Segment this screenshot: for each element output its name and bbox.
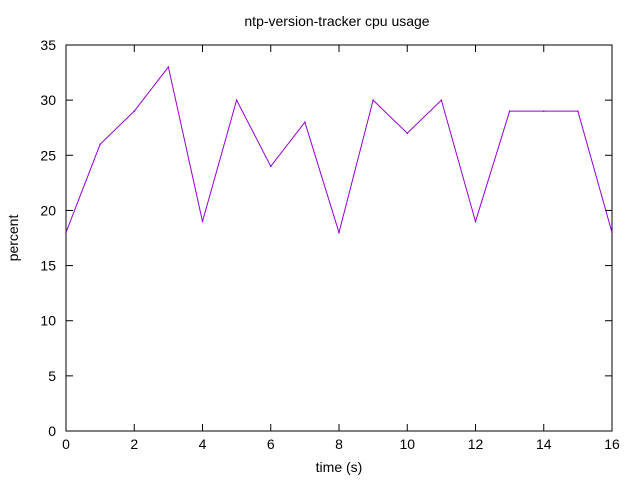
x-tick-label: 12: [468, 436, 484, 452]
y-tick-label: 0: [48, 423, 56, 439]
x-tick-label: 8: [335, 436, 343, 452]
x-tick-label: 14: [536, 436, 552, 452]
chart-title: ntp-version-tracker cpu usage: [244, 13, 429, 29]
data-point: [440, 99, 443, 101]
y-tick-label: 5: [48, 368, 56, 384]
data-point: [65, 231, 67, 234]
x-axis-label: time (s): [316, 459, 363, 475]
y-tick-label: 20: [40, 202, 56, 218]
data-point: [611, 231, 613, 234]
series-group: [65, 65, 613, 235]
series-line: [65, 65, 613, 235]
data-point: [542, 110, 545, 112]
x-tick-label: 16: [604, 436, 620, 452]
x-tick-label: 10: [399, 436, 415, 452]
x-tick-label: 6: [267, 436, 275, 452]
x-axis: 0 2 4 6 8 10 12 14 16: [62, 45, 620, 452]
data-point: [201, 220, 204, 223]
data-point: [235, 99, 238, 101]
y-tick-label: 30: [40, 92, 56, 108]
data-point: [167, 66, 170, 68]
y-tick-label: 35: [40, 37, 56, 53]
data-point: [372, 99, 374, 101]
data-point: [304, 121, 306, 123]
data-point: [338, 231, 340, 234]
y-axis: 0 5 10 15 20 25 30 35: [40, 37, 612, 439]
data-point: [269, 165, 272, 168]
x-tick-label: 0: [62, 436, 70, 452]
x-tick-label: 2: [130, 436, 138, 452]
y-tick-label: 15: [40, 258, 56, 274]
y-tick-label: 25: [40, 147, 56, 163]
data-point: [474, 220, 477, 223]
plot-area-frame: [65, 44, 613, 432]
y-tick-label: 10: [40, 313, 56, 329]
x-tick-label: 4: [199, 436, 207, 452]
data-point: [577, 110, 579, 112]
data-point: [133, 110, 136, 112]
data-point: [508, 110, 511, 112]
y-axis-label: percent: [5, 215, 21, 262]
data-point: [406, 132, 409, 135]
data-point: [99, 143, 101, 146]
